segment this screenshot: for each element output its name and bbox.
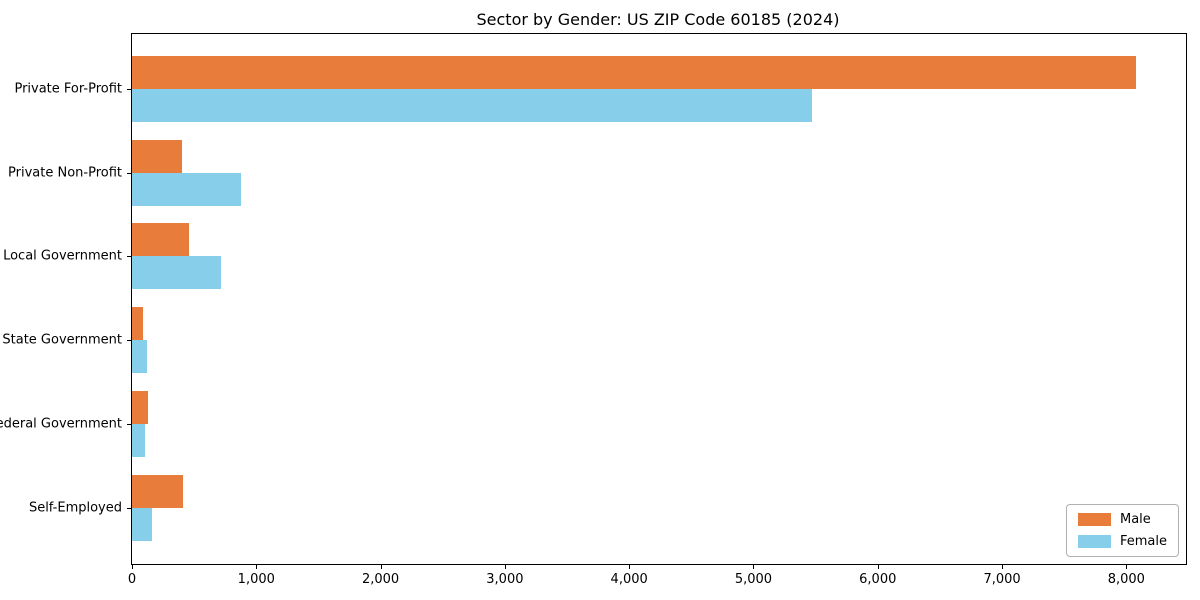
x-axis-tick — [753, 565, 755, 569]
x-axis-tick-label: 7,000 — [983, 572, 1021, 587]
female-bar — [132, 256, 222, 290]
female-bar — [132, 423, 146, 457]
legend: Male Female — [1065, 504, 1179, 557]
female-bar — [132, 172, 241, 206]
bar-group: Private For-Profit — [14, 56, 1186, 122]
bar-group: Self-Employed — [29, 474, 1186, 541]
x-axis-tick-label: 6,000 — [859, 572, 897, 587]
male-swatch — [1077, 513, 1111, 526]
x-axis-tick — [877, 565, 879, 569]
x-axis-tick — [380, 565, 382, 569]
male-bar — [132, 223, 190, 257]
x-axis-tick-label: 1,000 — [237, 572, 275, 587]
y-axis-label: Private For-Profit — [14, 81, 122, 97]
female-swatch — [1077, 535, 1111, 548]
bar-group: Local Government — [3, 223, 1186, 290]
female-bar — [132, 507, 152, 541]
legend-label-male: Male — [1119, 512, 1151, 527]
y-axis-tick — [127, 340, 131, 342]
x-axis-tick-label: 4,000 — [610, 572, 648, 587]
x-axis-tick-label: 8,000 — [1107, 572, 1145, 587]
male-bar — [132, 307, 144, 341]
female-bar — [132, 340, 147, 374]
bar-group: State Government — [2, 307, 1186, 374]
male-bar — [132, 56, 1137, 89]
male-bar — [132, 390, 148, 424]
x-axis-tick — [1126, 565, 1128, 569]
legend-item-male: Male — [1077, 512, 1167, 527]
y-axis-tick — [127, 507, 131, 509]
bar-group: Private Non-Profit — [8, 139, 1186, 206]
x-axis-tick-label: 2,000 — [361, 572, 400, 587]
x-axis-tick — [629, 565, 631, 569]
female-bar — [132, 89, 812, 122]
y-axis-tick — [127, 423, 131, 425]
y-axis-tick — [127, 89, 131, 90]
plot-area: Male Female Private For-Profit Private No… — [0, 33, 1187, 587]
y-axis-tick — [127, 256, 131, 258]
y-axis-tick — [127, 172, 131, 174]
x-axis-tick — [1002, 565, 1004, 569]
x-axis-tick-label: 0 — [127, 572, 137, 587]
x-axis-tick-label: 5,000 — [734, 572, 773, 587]
x-axis-tick — [504, 565, 506, 569]
x-axis-tick-label: 3,000 — [486, 572, 524, 587]
y-axis-label: Self-Employed — [28, 500, 122, 515]
y-axis-label: Private Non-Profit — [8, 165, 122, 181]
x-axis-tick — [256, 565, 258, 569]
y-axis-label: State Government — [2, 332, 122, 348]
chart-title: Sector by Gender: US ZIP Code 60185 (202… — [476, 10, 840, 29]
y-axis-label: Federal Government — [0, 416, 122, 432]
bar-group: Federal Government — [0, 390, 1186, 457]
male-bar — [132, 474, 183, 508]
y-axis-label: Local Government — [3, 248, 122, 264]
legend-label-female: Female — [1119, 534, 1167, 549]
x-axis-tick — [132, 565, 133, 569]
male-bar — [132, 139, 182, 173]
legend-item-female: Female — [1077, 534, 1167, 549]
